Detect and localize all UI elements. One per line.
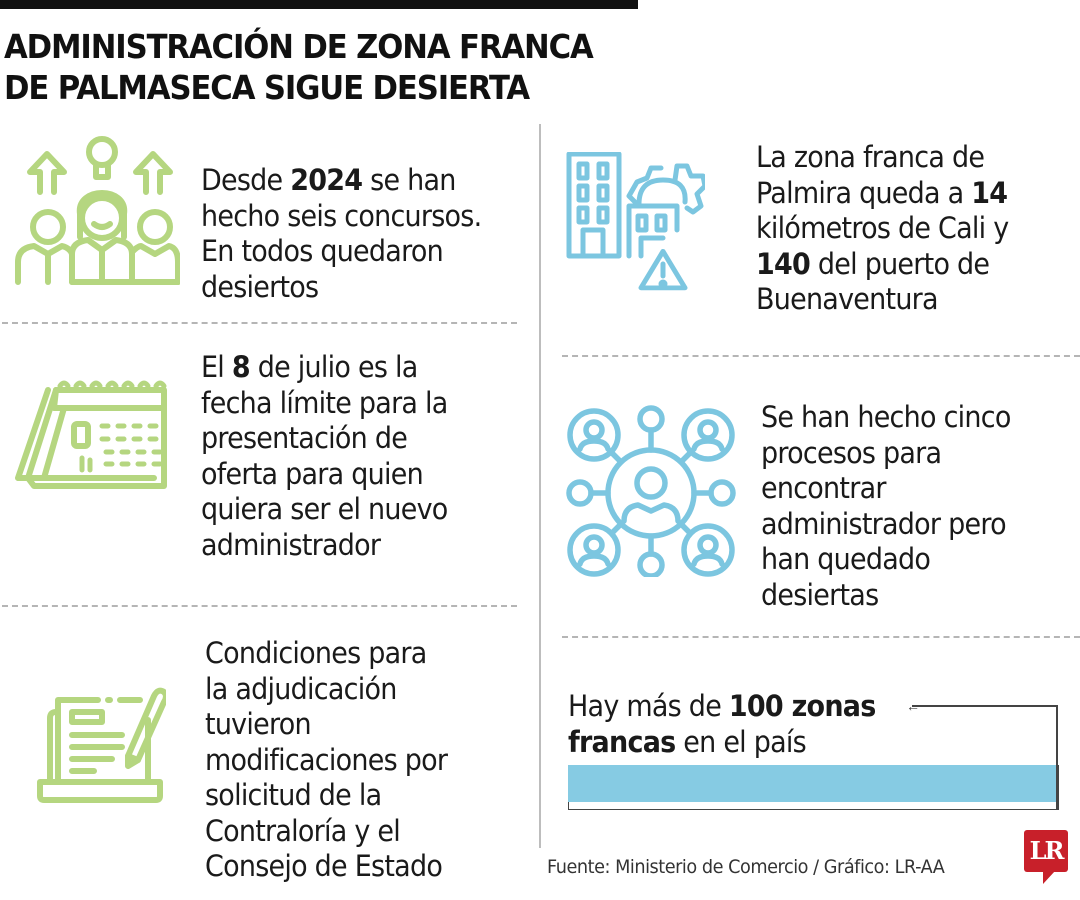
arrow-left-icon: ← [906,698,920,714]
text-line: Contraloría y el [205,813,401,848]
text-line: oferta para quien [201,456,424,491]
calendar-icon [14,378,182,498]
text-line: desiertas [761,577,879,612]
fact-distancia: La zona franca de Palmira queda a 14 kil… [756,140,1009,318]
text-line: solicitud de la [205,778,382,812]
section-divider [562,636,1080,638]
highlight-callout: Hay más de 100 zonas francas en el país [568,688,899,760]
text-line: desiertos [201,269,319,304]
text-line: Palmira queda a 14 [756,175,1008,210]
fact-procesos: Se han hecho cinco procesos para encontr… [761,400,1011,613]
text-line: hecho seis concursos. [201,198,482,233]
title-line-2: DE PALMASECA SIGUE DESIERTA [4,68,530,107]
laptop-document-pencil-icon [36,680,169,813]
text-line: En todos quedaron [201,234,444,268]
buildings-gear-warning-icon [565,151,708,299]
fact-condiciones: Condiciones para la adjudicación tuviero… [205,636,448,885]
text-line: Consejo de Estado [205,849,443,883]
text-line: presentación de [201,421,408,455]
section-divider [562,355,1080,357]
network-people-icon [566,405,736,582]
text-line: encontrar [761,471,886,505]
callout-line-horizontal [912,705,1057,707]
text-line: han quedado [761,542,931,576]
team-idea-icon [10,132,181,292]
text-line: Se han hecho cinco [761,400,1011,434]
text-line: administrador pero [761,506,1007,541]
callout-line-vertical [1056,705,1058,810]
section-divider [2,322,517,324]
section-divider [2,605,517,607]
text-line: 140 del puerto de [756,246,990,281]
text-line: la adjudicación [205,671,397,706]
text-line: tuvieron [205,707,312,741]
lr-logo: LR [1024,830,1068,872]
column-divider [539,124,541,848]
text-line: quiera ser el nuevo [201,492,448,526]
top-rule [0,0,638,9]
text-line: procesos para [761,435,942,470]
text-line: Buenaventura [756,282,939,316]
text-line: La zona franca de [756,140,985,174]
text-line: administrador [201,527,381,562]
text-line: Desde 2024 se han [201,163,456,197]
text-line: El 8 de julio es la [201,350,418,384]
highlight-line-2: francas en el país [568,725,807,759]
title-line-1: ADMINISTRACIÓN DE ZONA FRANCA [4,27,594,66]
page-title: ADMINISTRACIÓN DE ZONA FRANCA DE PALMASE… [4,26,594,108]
text-line: modificaciones por [205,742,448,777]
source-credit: Fuente: Ministerio de Comercio / Gráfico… [547,856,945,878]
logo-speech-tail [1043,871,1055,884]
text-line: kilómetros de Cali y [756,211,1009,245]
fact-concursos: Desde 2024 se han hecho seis concursos. … [201,163,482,305]
fact-fecha-limite: El 8 de julio es la fecha límite para la… [201,350,448,563]
highlight-line-1: Hay más de 100 zonas [568,689,876,723]
text-line: Condiciones para [205,636,427,670]
text-line: fecha límite para la [201,385,448,420]
highlight-bar [568,765,1058,802]
